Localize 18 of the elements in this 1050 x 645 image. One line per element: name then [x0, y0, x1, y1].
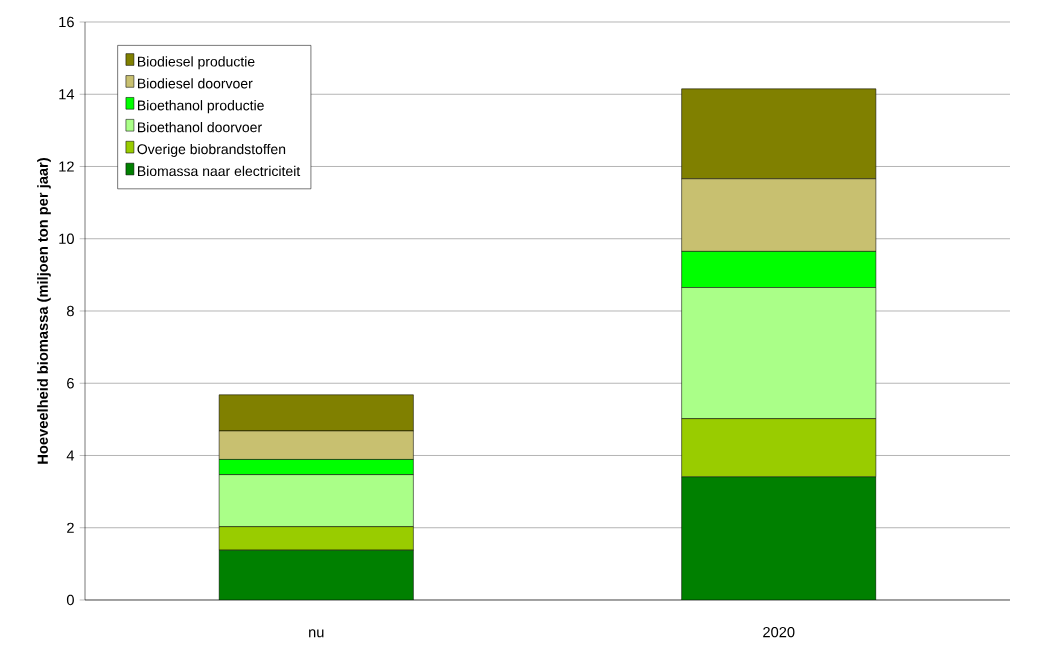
- x-tick-label: 2020: [763, 627, 795, 638]
- y-tick-label: 14: [59, 89, 75, 100]
- y-axis-title: Hoeveelheid biomassa (miljoen ton per jaar): [37, 158, 51, 464]
- y-tick-label: 10: [59, 233, 74, 245]
- y-tick-label: 8: [66, 305, 74, 317]
- y-tick-label: 12: [59, 161, 74, 172]
- legend-label: Biodiesel productie: [138, 56, 255, 70]
- y-tick-label: 6: [67, 378, 74, 389]
- legend-label: Overige biobrandstoffen: [137, 144, 286, 158]
- y-tick-label: 0: [66, 594, 74, 606]
- y-tick-label: 16: [59, 16, 74, 28]
- y-tick-label: 4: [66, 450, 75, 461]
- legend-label: Bioethanol productie: [138, 100, 264, 114]
- y-tick-label: 2: [67, 522, 74, 534]
- legend-label: Biomassa naar electriciteit: [138, 165, 301, 177]
- legend-label: Biodiesel doorvoer: [138, 78, 253, 89]
- x-tick-label: nu: [309, 629, 324, 638]
- legend-label: Bioethanol doorvoer: [138, 122, 262, 133]
